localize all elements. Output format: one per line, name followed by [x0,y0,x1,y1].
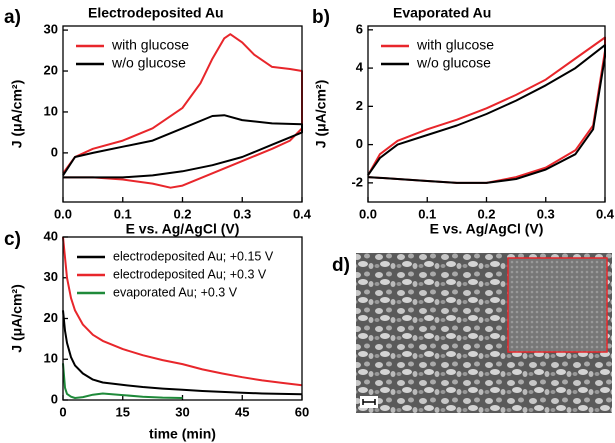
y-tick-label: 4 [356,60,364,75]
panel: b) Evaporated Au E vs. Ag/AgCl (V) J (μA/cm… [312,5,615,237]
y-tick-label: 10 [44,351,58,366]
panel: c) time (min) J (μA/cm²) 0 15 30 45 60 0 10 20 30 40… [4,228,309,441]
scale-bar [362,399,376,405]
plot-frame [62,236,303,401]
series-line [62,33,303,189]
legend-label: evaporated Au; +0.3 V [113,285,238,299]
x-tick-label: 0.3 [233,206,251,221]
y-tick-label: 0 [51,391,58,406]
y-tick-label: 0 [51,144,58,159]
y-tick-label: 20 [44,310,58,325]
sem-image: d) [332,253,612,413]
x-tick-label: 0.2 [173,206,191,221]
chart-title: Evaporated Au [393,5,491,21]
x-tick-label: 0.4 [293,206,312,221]
y-tick-label: 40 [44,228,58,243]
y-tick-label: 2 [356,98,363,113]
chart-title: Electrodeposited Au [88,5,224,21]
plot-frame [367,25,606,203]
series-line [62,114,303,179]
series-line [62,363,183,399]
x-tick-label: 0.2 [477,206,495,221]
x-tick-label: 45 [235,404,249,419]
series-line [62,236,303,387]
sem-inset [507,257,608,353]
legend-label: electrodeposited Au; +0.15 V [113,249,274,263]
y-axis-label: J (μA/cm²) [313,80,329,148]
x-tick-label: 0.3 [537,206,555,221]
x-axis-label: E vs. Ag/AgCl (V) [430,221,544,237]
x-axis-label: E vs. Ag/AgCl (V) [126,221,240,237]
legend-label: electrodeposited Au; +0.3 V [113,267,267,281]
legend-label: with glucose [416,37,494,53]
x-tick-label: 0.0 [54,206,72,221]
y-tick-label: 30 [44,269,58,284]
panel-label: d) [332,255,350,276]
y-tick-label: 6 [356,21,363,36]
x-tick-label: 0.1 [418,206,436,221]
x-tick-label: 15 [116,404,130,419]
series-line [62,310,303,396]
y-tick-label: 0 [356,136,363,151]
y-tick-label: 20 [44,62,58,77]
y-tick-label: 10 [44,103,58,118]
y-axis-label: J (μA/cm²) [9,284,25,352]
x-tick-label: 0.4 [596,206,615,221]
panel-label: a) [4,7,21,28]
x-tick-label: 30 [175,404,189,419]
x-tick-label: 60 [295,404,309,419]
x-tick-label: 0.0 [359,206,377,221]
y-tick-label: -2 [351,174,363,189]
x-axis-label: time (min) [149,426,216,442]
legend-label: w/o glucose [111,55,186,71]
panel: a) Electrodeposited Au E vs. Ag/AgCl (V) J … [4,5,312,237]
panel-label: b) [312,7,330,28]
y-tick-label: 30 [44,22,58,37]
legend-label: w/o glucose [416,55,491,71]
panel-label: c) [4,229,21,250]
y-axis-label: J (μA/cm²) [9,80,25,148]
legend-label: with glucose [111,37,189,53]
x-tick-label: 0 [59,404,66,419]
plot-frame [62,25,303,203]
x-tick-label: 0.1 [114,206,132,221]
